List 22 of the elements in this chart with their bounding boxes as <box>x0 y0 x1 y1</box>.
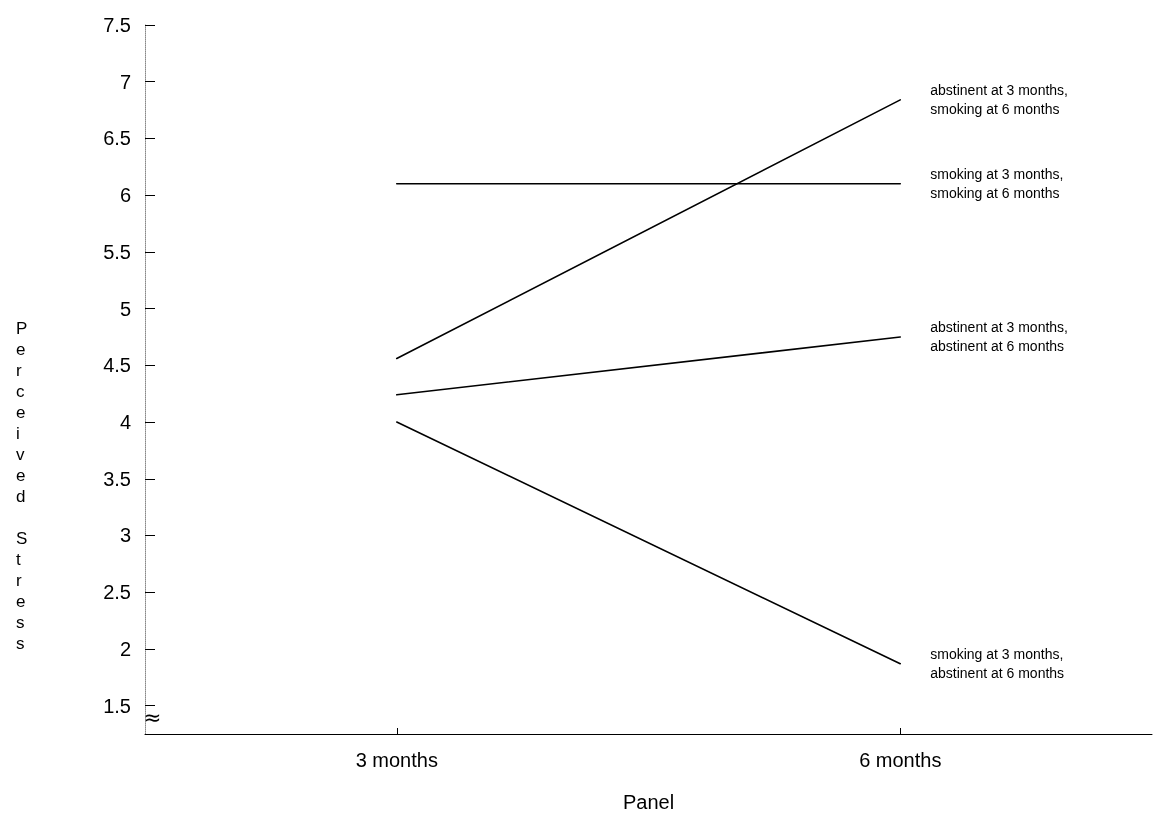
y-tick-label: 5 <box>119 297 131 320</box>
y-tick-label: 6 <box>119 184 131 207</box>
x-tick-label: 6 months <box>859 749 942 771</box>
text: abstinent at 3 months, smoking at 6 months <box>930 82 1069 118</box>
annotation: ≈ <box>143 704 162 730</box>
text: smoking at 3 months, smoking at 6 months <box>930 166 1064 202</box>
y-tick-label: 2 <box>119 637 131 660</box>
y-tick-label: 7 <box>119 70 131 93</box>
text: smoking at 3 months, abstinent at 6 months <box>930 646 1065 682</box>
y-tick-label: 3.5 <box>103 467 131 490</box>
y-tick-label: 4 <box>119 411 131 434</box>
y-tick-label: 1.5 <box>103 694 131 717</box>
y-tick-label: 4.5 <box>103 354 131 377</box>
y-tick-label: 5.5 <box>103 240 131 263</box>
y-tick-label: 3 <box>119 524 131 547</box>
text: Perceived Stress <box>16 319 28 653</box>
y-tick-label: 7.5 <box>103 14 131 36</box>
y-tick-label: 2.5 <box>103 581 131 604</box>
x-tick-label: 3 months <box>355 749 438 771</box>
x-axis-title: Panel <box>622 791 675 813</box>
text: abstinent at 3 months, abstinent at 6 months <box>930 319 1069 355</box>
y-tick-label: 6.5 <box>103 127 131 150</box>
